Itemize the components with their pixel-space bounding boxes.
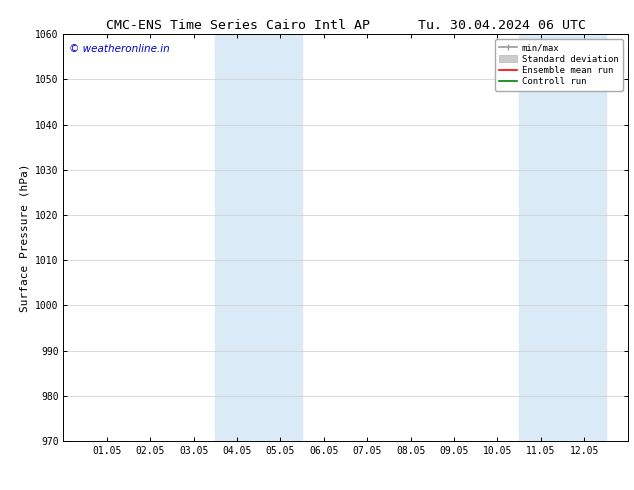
Y-axis label: Surface Pressure (hPa): Surface Pressure (hPa) <box>20 163 30 312</box>
Bar <box>519 34 606 441</box>
Title: CMC-ENS Time Series Cairo Intl AP      Tu. 30.04.2024 06 UTC: CMC-ENS Time Series Cairo Intl AP Tu. 30… <box>105 19 586 32</box>
Legend: min/max, Standard deviation, Ensemble mean run, Controll run: min/max, Standard deviation, Ensemble me… <box>495 39 623 91</box>
Text: © weatheronline.in: © weatheronline.in <box>69 45 170 54</box>
Bar <box>216 34 302 441</box>
